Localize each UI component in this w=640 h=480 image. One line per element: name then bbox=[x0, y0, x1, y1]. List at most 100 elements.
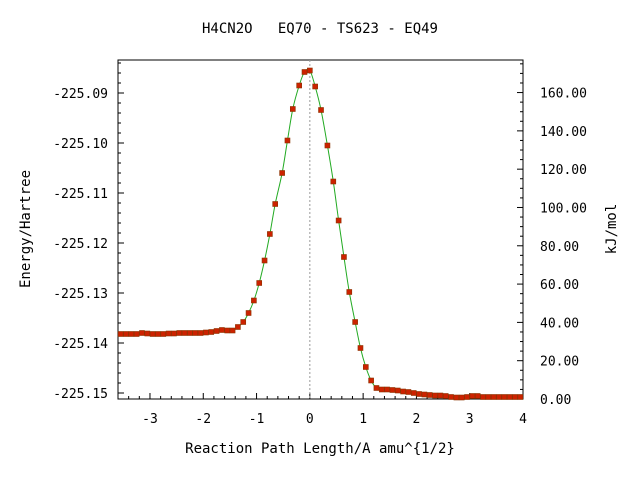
data-point-marker bbox=[378, 386, 385, 393]
x-tick-label: 2 bbox=[413, 412, 421, 427]
data-point-marker bbox=[208, 329, 215, 335]
data-point-marker bbox=[357, 345, 364, 351]
data-point-marker bbox=[437, 392, 444, 399]
data-point-marker bbox=[171, 330, 177, 337]
data-point-marker bbox=[426, 392, 433, 398]
y-left-tick-label: -225.15 bbox=[53, 387, 108, 402]
data-point-marker bbox=[251, 297, 257, 304]
data-point-marker bbox=[400, 388, 406, 395]
data-point-marker bbox=[245, 310, 252, 316]
y-left-tick-label: -225.10 bbox=[53, 137, 108, 152]
data-point-marker bbox=[346, 289, 353, 295]
data-point-marker bbox=[312, 83, 318, 90]
data-point-marker bbox=[458, 394, 465, 401]
data-point-marker bbox=[362, 364, 369, 370]
data-point-marker bbox=[324, 142, 331, 149]
x-tick-label: 1 bbox=[359, 412, 367, 427]
y-left-tick-label: -225.14 bbox=[53, 337, 108, 352]
y-axis-left-title: Energy/Hartree bbox=[18, 170, 34, 288]
data-point-marker bbox=[144, 330, 151, 337]
data-point-marker bbox=[330, 178, 337, 185]
data-point-marker bbox=[149, 331, 156, 337]
y-right-tick-label: 120.00 bbox=[540, 163, 587, 178]
data-point-marker bbox=[389, 387, 396, 393]
data-point-marker bbox=[289, 106, 296, 112]
x-tick-label: -3 bbox=[142, 412, 158, 427]
data-point-marker bbox=[421, 391, 428, 398]
y-axis-right-title: kJ/mol bbox=[604, 204, 620, 255]
y-left-tick-label: -225.13 bbox=[53, 287, 108, 302]
y-right-tick-label: 20.00 bbox=[540, 355, 579, 370]
data-point-marker bbox=[307, 67, 313, 74]
x-tick-label: 3 bbox=[466, 412, 474, 427]
y-right-tick-label: 60.00 bbox=[540, 278, 579, 293]
data-point-marker bbox=[517, 394, 524, 400]
data-point-marker bbox=[117, 331, 124, 337]
data-point-marker bbox=[394, 387, 401, 394]
x-axis-title: Reaction Path Length/A amu^{1/2} bbox=[185, 441, 455, 457]
data-point-marker bbox=[432, 392, 438, 399]
data-point-marker bbox=[496, 394, 502, 400]
data-point-marker bbox=[192, 330, 199, 336]
data-point-marker bbox=[296, 82, 302, 89]
data-point-marker bbox=[128, 331, 135, 337]
data-point-marker bbox=[187, 330, 193, 336]
data-point-marker bbox=[176, 330, 183, 336]
data-point-marker bbox=[442, 393, 449, 399]
data-point-marker bbox=[335, 217, 342, 224]
data-point-marker bbox=[261, 257, 268, 264]
y-right-tick-label: 160.00 bbox=[540, 87, 587, 102]
data-point-marker bbox=[341, 254, 347, 260]
x-tick-label: 4 bbox=[519, 412, 527, 427]
x-axis: -3 -2 -1 0 1 2 3 4 bbox=[117, 393, 527, 427]
data-point-marker bbox=[373, 385, 380, 391]
series-layer bbox=[117, 67, 524, 401]
data-point-marker bbox=[197, 330, 204, 336]
data-point-marker bbox=[181, 330, 188, 336]
data-point-marker bbox=[485, 394, 492, 400]
data-point-marker bbox=[490, 394, 497, 400]
data-point-marker bbox=[384, 386, 390, 393]
y-right-tick-label: 0.00 bbox=[540, 393, 571, 408]
data-point-marker bbox=[506, 394, 513, 400]
data-point-marker bbox=[160, 331, 167, 337]
data-point-marker bbox=[240, 319, 247, 325]
data-point-marker bbox=[155, 331, 161, 337]
y-axis-right: 0.00 20.00 40.00 60.00 80.00 100.00 120.00 140.… bbox=[517, 63, 587, 408]
x-tick-label: 0 bbox=[306, 412, 314, 427]
y-right-tick-label: 100.00 bbox=[540, 201, 587, 216]
data-point-marker bbox=[267, 231, 273, 237]
data-point-marker bbox=[284, 137, 291, 144]
data-point-marker bbox=[448, 394, 454, 400]
data-point-marker bbox=[123, 331, 129, 337]
data-point-marker bbox=[474, 393, 481, 399]
data-point-marker bbox=[318, 107, 324, 113]
data-point-marker bbox=[453, 394, 460, 401]
y-left-tick-label: -225.09 bbox=[53, 87, 108, 102]
data-point-marker bbox=[219, 327, 225, 333]
y-left-tick-label: -225.12 bbox=[53, 237, 108, 252]
data-point-marker bbox=[416, 391, 422, 397]
data-point-marker bbox=[410, 390, 417, 396]
y-right-tick-label: 140.00 bbox=[540, 125, 587, 140]
data-point-marker bbox=[301, 69, 308, 75]
data-point-marker bbox=[139, 330, 145, 336]
data-point-marker bbox=[224, 327, 231, 334]
data-point-marker bbox=[501, 394, 508, 400]
y-right-tick-label: 80.00 bbox=[540, 240, 579, 255]
data-point-marker bbox=[213, 328, 220, 334]
data-point-marker bbox=[469, 393, 476, 399]
data-point-marker bbox=[279, 170, 285, 176]
data-point-marker bbox=[352, 319, 358, 325]
data-point-marker bbox=[272, 201, 279, 207]
data-point-marker bbox=[368, 377, 374, 384]
energy-profile-line bbox=[120, 68, 521, 399]
y-left-tick-label: -225.11 bbox=[53, 187, 108, 202]
data-point-marker bbox=[512, 394, 518, 400]
data-point-marker bbox=[256, 280, 263, 286]
data-point-marker bbox=[480, 394, 486, 400]
data-point-marker bbox=[235, 324, 241, 330]
data-point-marker bbox=[229, 327, 236, 334]
data-point-marker bbox=[464, 394, 470, 400]
